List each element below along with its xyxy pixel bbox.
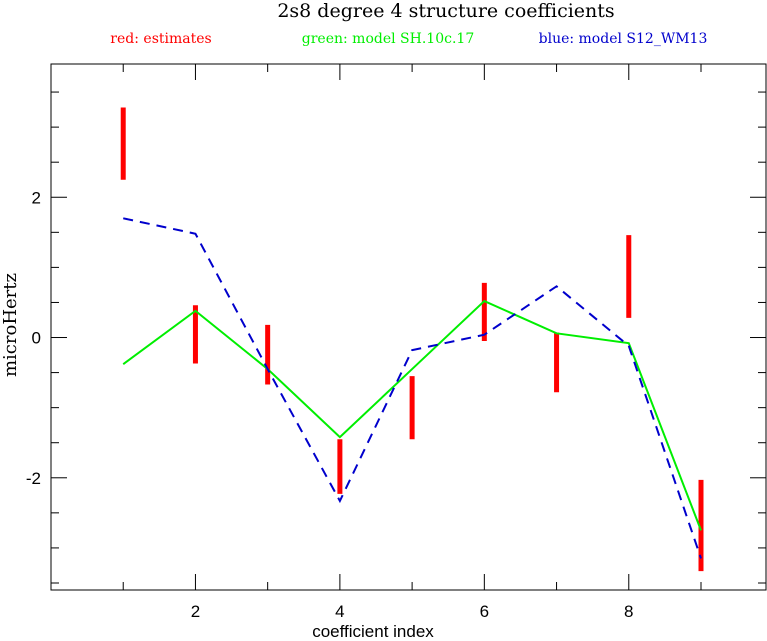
x-tick-label: 6 — [480, 602, 489, 621]
plot-marks — [120, 107, 704, 572]
x-tick-label: 8 — [624, 602, 633, 621]
y-tick-label: 2 — [32, 188, 41, 207]
legend-entry-estimates: red: estimates — [110, 31, 211, 47]
legend-entry-sh10c17: green: model SH.10c.17 — [302, 31, 474, 47]
x-tick-label: 4 — [335, 602, 344, 621]
y-tick-label: 0 — [32, 329, 41, 348]
series-line-sh10c17 — [122, 299, 702, 531]
x-tick-label: 2 — [191, 602, 200, 621]
series-line-s12wm13 — [123, 217, 702, 559]
tick-labels: 2 4 6 8 -2 0 2 — [26, 188, 634, 621]
y-axis-label: microHertz — [0, 273, 21, 377]
axis-ticks — [51, 64, 766, 590]
chart-title: 2s8 degree 4 structure coefficients — [277, 0, 614, 22]
legend-entry-s12wm13: blue: model S12_WM13 — [539, 31, 708, 47]
x-axis-label: coefficient index — [312, 622, 434, 641]
plot-frame — [50, 63, 767, 591]
y-tick-label: -2 — [26, 469, 41, 488]
legend: red: estimates green: model SH.10c.17 bl… — [110, 31, 707, 47]
